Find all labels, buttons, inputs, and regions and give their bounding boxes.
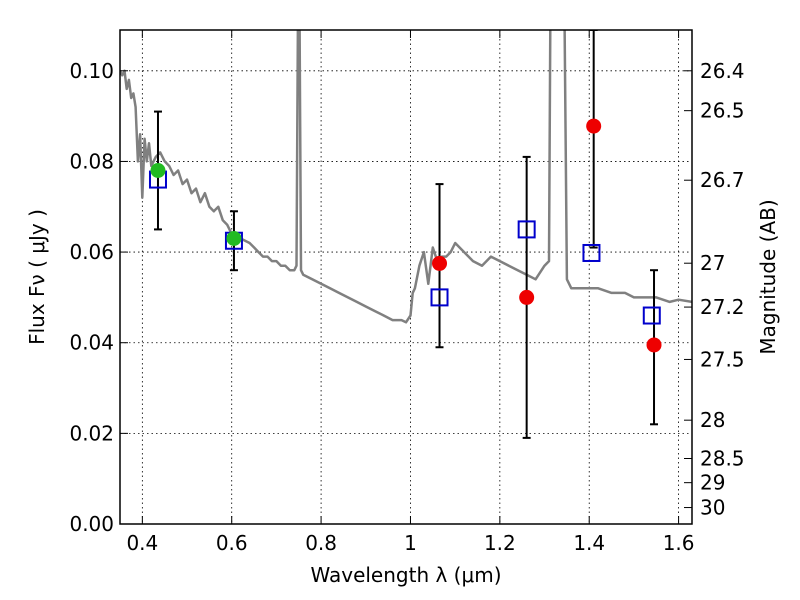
plot-area (120, 30, 692, 439)
model-photometry-point (642, 306, 661, 325)
y2-axis-label: Magnitude (AB) (756, 199, 780, 354)
mag-tick-label: 28 (700, 408, 725, 432)
y-tick-label: 0.08 (69, 149, 114, 173)
x-axis-label: Wavelength λ (μm) (310, 563, 501, 587)
x-tick-label: 1.2 (484, 531, 516, 555)
y-tick-label: 0.02 (69, 421, 114, 445)
mag-tick-label: 28.5 (700, 446, 745, 470)
mag-tick-label: 30 (700, 496, 725, 520)
mag-tick-label: 26.7 (700, 168, 745, 192)
ticks: 0.4 0.6 0.8 1 1.2 1.4 1.6 0.00 0.02 0.04 0.06 0.08 0… (69, 30, 745, 555)
y-tick-label: 0.00 (69, 512, 114, 536)
plot-frame (119, 29, 693, 525)
observed-photometry-point (646, 337, 662, 353)
mag-tick-label: 27.5 (700, 347, 745, 371)
mag-tick-label: 27.2 (700, 295, 745, 319)
x-tick-label: 1.6 (663, 531, 695, 555)
model-photometry-point (517, 220, 536, 239)
x-tick-label: 1.4 (573, 531, 605, 555)
y-tick-label: 0.10 (69, 59, 114, 83)
x-tick-label: 0.6 (216, 531, 248, 555)
grid (120, 30, 692, 525)
observed-photometry-point (586, 118, 602, 134)
x-tick-label: 0.8 (305, 531, 337, 555)
model-photometry-point (582, 243, 601, 262)
mag-tick-label: 27 (700, 251, 725, 275)
y-tick-label: 0.04 (69, 331, 114, 355)
model-spectrum-line (120, 30, 692, 324)
mag-tick-label: 26.4 (700, 59, 745, 83)
mag-tick-label: 29 (700, 471, 725, 495)
observed-photometry-point (519, 289, 535, 305)
x-tick-label: 1 (404, 531, 417, 555)
detected-photometry-point (226, 230, 242, 246)
model-photometry-point (430, 288, 449, 307)
y-axis-label: Flux Fν ( μJy ) (25, 209, 49, 345)
y-tick-label: 0.06 (69, 240, 114, 264)
x-tick-label: 0.4 (126, 531, 158, 555)
observed-photometry-point (432, 255, 448, 271)
mag-tick-label: 26.5 (700, 99, 745, 123)
detected-photometry-point (150, 162, 166, 178)
